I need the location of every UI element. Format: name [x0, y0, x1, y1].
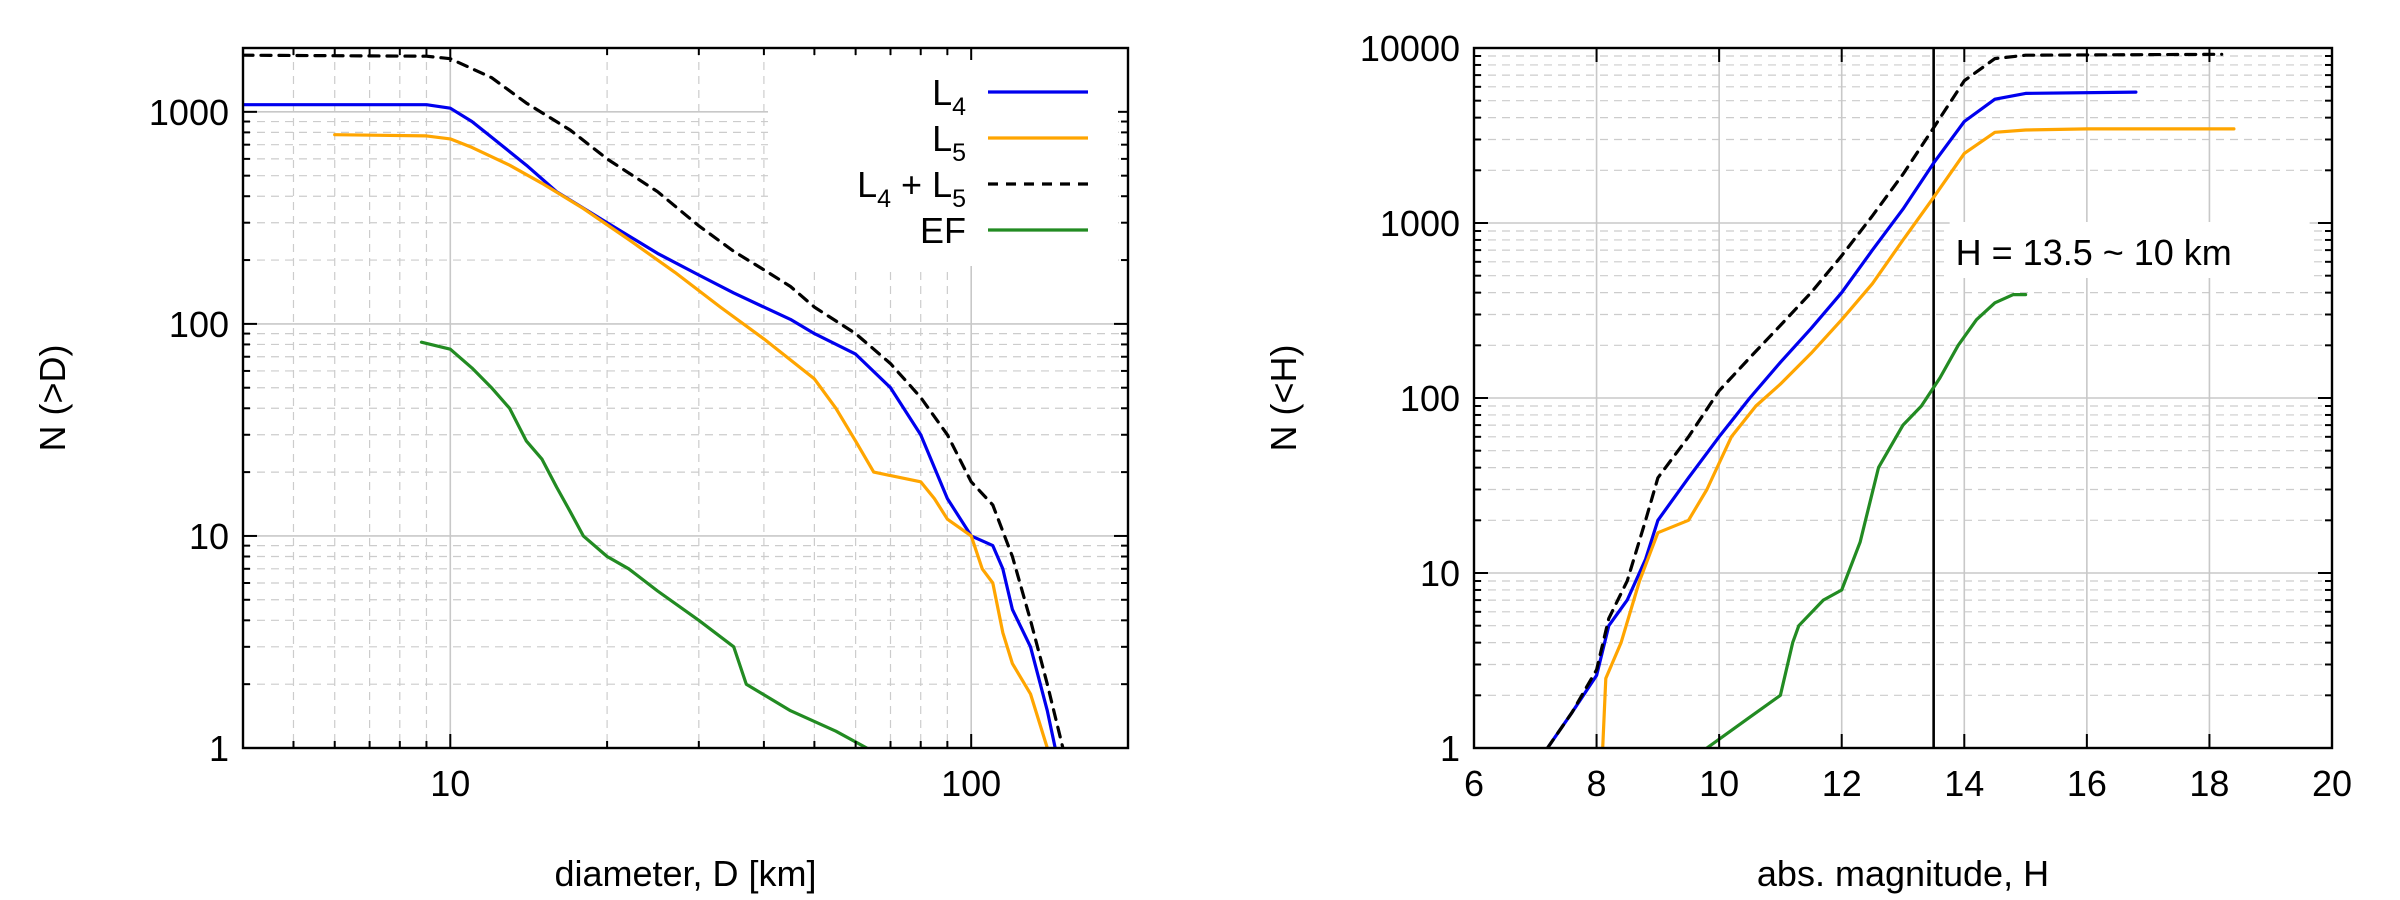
x-axis-label: diameter, D [km] [554, 853, 816, 894]
y-axis-label: N (>D) [32, 345, 73, 452]
x-tick-label: 8 [1587, 763, 1607, 804]
series-line-l5 [1601, 127, 2236, 748]
y-tick-label: 1000 [1380, 203, 1460, 244]
x-tick-label: 16 [2067, 763, 2107, 804]
series-line-l5 [333, 133, 1049, 748]
legend-label: L4 [932, 72, 966, 121]
x-tick-label: 6 [1464, 763, 1484, 804]
x-axis-label: abs. magnitude, H [1757, 853, 2049, 894]
legend-item: L4 + L5 [857, 164, 1088, 213]
y-tick-label: 100 [1400, 378, 1460, 419]
grid [1473, 47, 2333, 749]
x-tick-label: 10 [430, 763, 470, 804]
legend-item: L5 [932, 118, 1088, 167]
chart-panel-magnitude: 1 10 100 1000 10000 6 8 10 12 14 16 18 20 abs. magnit… [1263, 28, 2352, 894]
plot-frame [241, 46, 1130, 750]
y-axis-label: N (<H) [1263, 345, 1304, 452]
axis-ticks [243, 48, 1128, 749]
series-line-ef [419, 340, 869, 748]
legend-item: L4 [932, 72, 1088, 121]
x-tick-label: 10 [1699, 763, 1739, 804]
y-tick-label: 100 [169, 304, 229, 345]
x-tick-label: 20 [2312, 763, 2352, 804]
y-tick-label: 10000 [1360, 28, 1460, 69]
y-tick-label: 10 [1420, 553, 1460, 594]
y-tick-label: 1 [209, 728, 229, 769]
y-tick-label: 1000 [149, 92, 229, 133]
series-line-ef [1705, 293, 2028, 748]
legend-background [768, 60, 1118, 266]
x-tick-label: 14 [1944, 763, 1984, 804]
x-tick-label: 100 [941, 763, 1001, 804]
vline-annotation: H = 13.5 ~ 10 km [1956, 232, 2232, 273]
series-line-l4 [243, 103, 1057, 748]
x-tick-label: 12 [1822, 763, 1862, 804]
series-line-l4 [1545, 90, 2138, 748]
series-group [1545, 52, 2236, 748]
series-group [243, 53, 1065, 748]
legend-label: L4 + L5 [857, 164, 966, 213]
y-tick-label: 10 [189, 516, 229, 557]
legend-item: EF [920, 210, 1088, 251]
y-tick-label: 1 [1440, 728, 1460, 769]
annotation-background [1949, 222, 2310, 278]
legend-label: L5 [932, 118, 966, 167]
series-line-l4-l5 [243, 53, 1065, 748]
series-line-l4-l5 [1545, 52, 2224, 748]
axis-ticks [1473, 47, 2333, 749]
x-tick-label: 18 [2189, 763, 2229, 804]
legend-label: EF [920, 210, 966, 251]
